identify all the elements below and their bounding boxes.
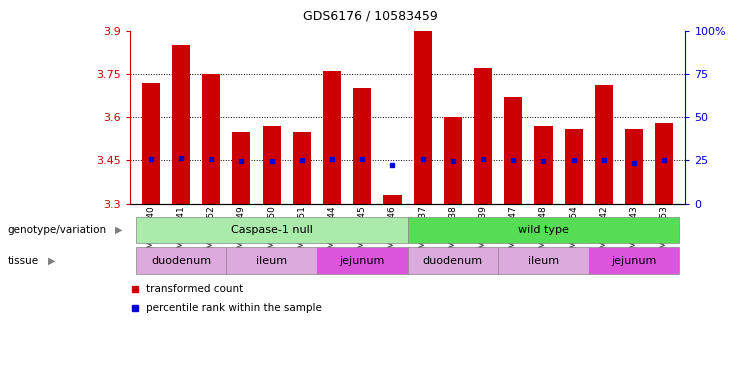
- Bar: [595, 85, 613, 204]
- Bar: [226, 247, 317, 274]
- Text: GDS6176 / 10583459: GDS6176 / 10583459: [303, 10, 438, 23]
- Text: wild type: wild type: [518, 225, 569, 235]
- Bar: [589, 247, 679, 274]
- Bar: [408, 247, 498, 274]
- Bar: [383, 195, 402, 204]
- Bar: [142, 83, 160, 204]
- Bar: [625, 129, 643, 204]
- Bar: [655, 123, 674, 204]
- Bar: [565, 129, 582, 204]
- Bar: [353, 88, 371, 204]
- Bar: [202, 74, 220, 204]
- Bar: [323, 71, 341, 204]
- Text: ▶: ▶: [48, 256, 56, 266]
- Text: duodenum: duodenum: [423, 256, 483, 266]
- Text: ileum: ileum: [256, 256, 288, 266]
- Text: tissue: tissue: [7, 256, 39, 266]
- Text: Caspase-1 null: Caspase-1 null: [230, 225, 313, 235]
- Bar: [233, 131, 250, 204]
- Bar: [413, 31, 432, 204]
- Bar: [172, 45, 190, 204]
- Text: genotype/variation: genotype/variation: [7, 225, 107, 235]
- Bar: [136, 247, 226, 274]
- Bar: [498, 247, 589, 274]
- Bar: [504, 97, 522, 204]
- Text: ileum: ileum: [528, 256, 559, 266]
- Bar: [444, 117, 462, 204]
- Bar: [317, 247, 408, 274]
- Bar: [136, 217, 408, 243]
- Bar: [408, 217, 679, 243]
- Text: jejunum: jejunum: [339, 256, 385, 266]
- Text: transformed count: transformed count: [146, 284, 244, 294]
- Bar: [534, 126, 553, 204]
- Text: jejunum: jejunum: [611, 256, 657, 266]
- Bar: [262, 126, 281, 204]
- Bar: [293, 131, 311, 204]
- Text: ▶: ▶: [115, 225, 122, 235]
- Text: duodenum: duodenum: [151, 256, 211, 266]
- Bar: [474, 68, 492, 204]
- Text: percentile rank within the sample: percentile rank within the sample: [146, 303, 322, 313]
